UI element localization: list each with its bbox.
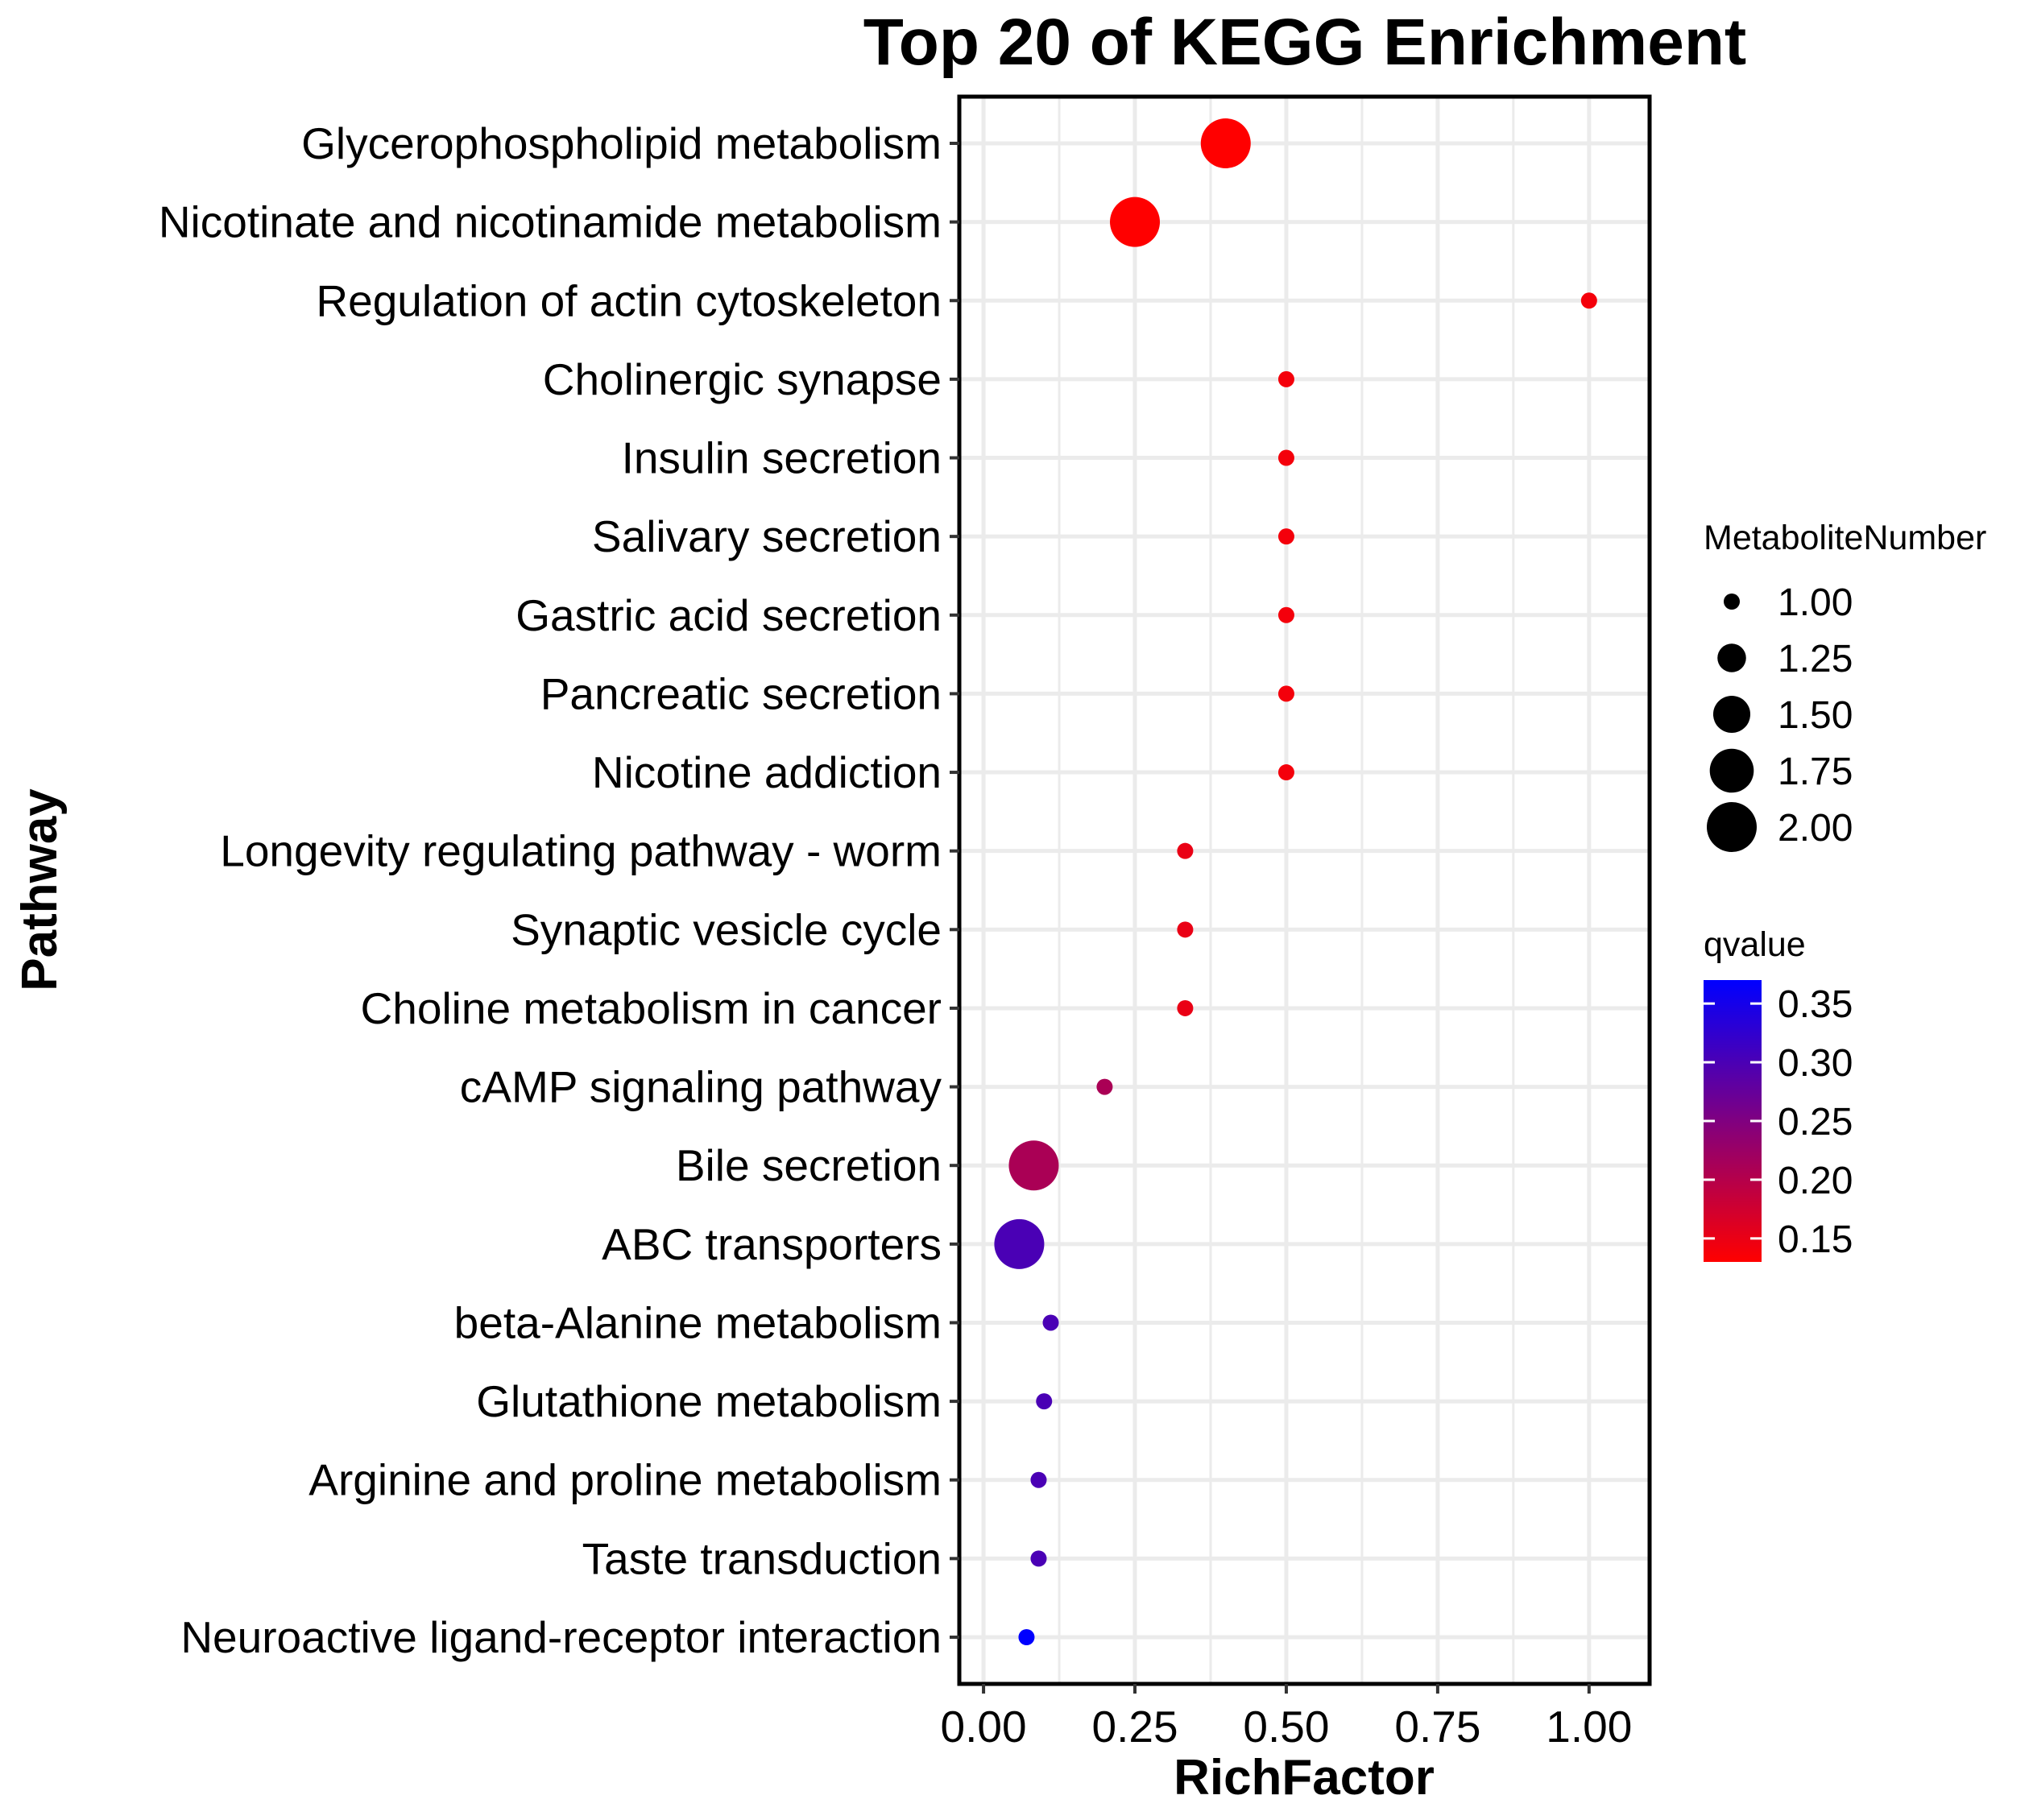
y-tick-label: beta-Alanine metabolism: [454, 1297, 942, 1347]
chart-title: Top 20 of KEGG Enrichment: [863, 6, 1746, 79]
x-tick-label: 0.50: [1243, 1702, 1329, 1752]
y-tick-label: Synaptic vesicle cycle: [511, 904, 942, 954]
y-tick-label: Neuroactive ligand-receptor interaction: [180, 1612, 942, 1662]
data-points: [994, 118, 1597, 1645]
data-point: [1008, 1140, 1059, 1191]
data-point: [1580, 292, 1597, 309]
data-point: [1110, 196, 1161, 247]
y-tick-label: Nicotine addiction: [592, 747, 942, 797]
y-gridlines: [959, 141, 1650, 1640]
size-legend-key: [1707, 802, 1757, 852]
x-tick-label: 0.25: [1091, 1702, 1178, 1752]
x-tick-label: 1.00: [1546, 1702, 1632, 1752]
y-tick-label: Regulation of actin cytoskeleton: [316, 275, 942, 325]
data-point: [1277, 685, 1294, 702]
color-legend: qvalue 0.35 0.30 0.25 0.20 0.15: [1704, 925, 1853, 1262]
size-legend-label: 1.25: [1778, 638, 1853, 680]
data-point: [1030, 1550, 1047, 1567]
size-legend-label: 1.50: [1778, 694, 1853, 737]
data-point: [1177, 999, 1194, 1016]
data-point: [1277, 764, 1294, 781]
y-tick-label: Arginine and proline metabolism: [308, 1455, 942, 1505]
y-tick-label: Taste transduction: [582, 1533, 942, 1583]
color-legend-label: 0.15: [1778, 1218, 1853, 1261]
x-axis-title: RichFactor: [1174, 1750, 1435, 1806]
y-tick-label: Longevity regulating pathway - worm: [220, 826, 942, 876]
plot-frame: [957, 94, 1652, 1686]
y-axis-title: Pathway: [12, 788, 68, 991]
y-tick-label: Gastric acid secretion: [515, 590, 942, 640]
plot-area: [957, 94, 1652, 1686]
y-tick-label: Choline metabolism in cancer: [361, 983, 942, 1033]
x-tick-label: 0.00: [941, 1702, 1027, 1752]
data-point: [1200, 118, 1251, 168]
data-point: [1018, 1629, 1035, 1645]
y-tick-label: ABC transporters: [602, 1219, 942, 1269]
y-tick-marks: [950, 142, 959, 1639]
size-legend: MetaboliteNumber 1.00 1.25 1.50 1.75 2.00: [1704, 519, 1986, 852]
size-legend-key: [1717, 643, 1746, 672]
color-legend-label: 0.30: [1778, 1042, 1853, 1085]
x-tick-labels: 0.00 0.25 0.50 0.75 1.00: [941, 1702, 1633, 1752]
color-legend-label: 0.20: [1778, 1160, 1853, 1202]
y-tick-label: Cholinergic synapse: [543, 354, 942, 404]
size-legend-key: [1709, 748, 1754, 793]
color-legend-ticks: 0.35 0.30 0.25 0.20 0.15: [1704, 983, 1853, 1261]
data-point: [1036, 1393, 1053, 1410]
y-tick-label: Nicotinate and nicotinamide metabolism: [159, 197, 942, 247]
data-point: [1277, 370, 1294, 387]
y-tick-labels: Glycerophospholipid metabolism Nicotinate…: [159, 118, 942, 1662]
data-point: [1177, 842, 1194, 859]
color-legend-title: qvalue: [1704, 925, 1806, 964]
size-legend-label: 2.00: [1778, 807, 1853, 850]
data-point: [1277, 528, 1294, 545]
color-legend-label: 0.25: [1778, 1101, 1853, 1144]
y-tick-label: Insulin secretion: [622, 433, 942, 483]
color-legend-label: 0.35: [1778, 983, 1853, 1026]
size-legend-items: 1.00 1.25 1.50 1.75 2.00: [1707, 581, 1853, 852]
y-tick-label: cAMP signaling pathway: [460, 1062, 942, 1112]
data-point: [1042, 1314, 1059, 1331]
y-tick-label: Pancreatic secretion: [540, 668, 942, 718]
data-point: [1277, 606, 1294, 623]
x-gridlines: [981, 97, 1592, 1684]
y-tick-label: Glycerophospholipid metabolism: [301, 118, 942, 168]
y-tick-label: Glutathione metabolism: [476, 1376, 942, 1426]
data-point: [1177, 921, 1194, 938]
size-legend-key: [1724, 594, 1740, 610]
size-legend-title: MetaboliteNumber: [1704, 519, 1986, 557]
data-point: [1277, 449, 1294, 466]
y-axis: Glycerophospholipid metabolism Nicotinate…: [159, 118, 959, 1662]
data-point: [1096, 1078, 1113, 1095]
x-tick-marks: [982, 1684, 1591, 1694]
x-axis: 0.00 0.25 0.50 0.75 1.00: [941, 1684, 1633, 1752]
size-legend-label: 1.00: [1778, 581, 1853, 624]
size-legend-label: 1.75: [1778, 751, 1853, 793]
data-point: [994, 1218, 1045, 1269]
y-tick-label: Bile secretion: [676, 1140, 942, 1190]
size-legend-key: [1712, 695, 1751, 734]
data-point: [1030, 1471, 1047, 1488]
x-tick-label: 0.75: [1394, 1702, 1480, 1752]
y-tick-label: Salivary secretion: [592, 511, 942, 561]
